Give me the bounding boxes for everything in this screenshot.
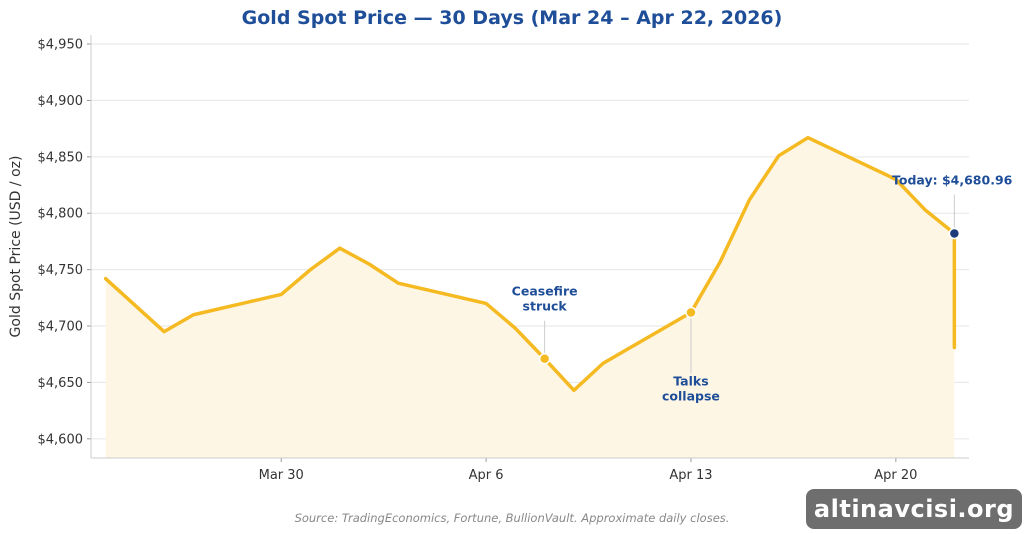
price-line xyxy=(103,135,957,393)
x-tick-label: Mar 30 xyxy=(259,468,304,483)
annotation-label: Talks xyxy=(673,373,708,388)
y-tick-label: $4,900 xyxy=(38,94,84,109)
annotation-label: struck xyxy=(523,299,568,314)
price-line-layer xyxy=(103,135,957,393)
annotation-marker xyxy=(538,352,551,365)
annotation-marker xyxy=(685,306,697,319)
y-tick-label: $4,950 xyxy=(38,38,84,53)
y-tick-label: $4,850 xyxy=(38,150,84,165)
y-axis-label: Gold Spot Price (USD / oz) xyxy=(8,156,24,338)
axes xyxy=(87,35,969,462)
chart-title: Gold Spot Price — 30 Days (Mar 24 – Apr … xyxy=(242,7,783,29)
annotation-label: Today: $4,680.96 xyxy=(892,173,1013,188)
y-tick-label: $4,750 xyxy=(38,263,84,278)
source-note: Source: TradingEconomics, Fortune, Bulli… xyxy=(295,511,730,525)
annotation-label: collapse xyxy=(662,388,720,403)
y-tick-label: $4,650 xyxy=(38,376,84,391)
y-tick-label: $4,700 xyxy=(38,320,84,335)
y-tick-label: $4,800 xyxy=(38,207,84,222)
x-tick-label: Apr 20 xyxy=(874,468,917,483)
x-tick-label: Apr 6 xyxy=(469,468,504,483)
x-tick-labels: Mar 30 Apr 6 Apr 13 Apr 20 xyxy=(259,468,918,483)
annotation-label: Ceasefire xyxy=(512,284,578,299)
annotation-marker xyxy=(948,227,961,240)
x-tick-label: Apr 13 xyxy=(669,468,712,483)
y-tick-label: $4,600 xyxy=(38,432,84,447)
y-tick-labels: $4,600 $4,650 $4,700 $4,750 $4,800 $4,850 $4,9… xyxy=(38,38,84,448)
watermark-logo: altinavcisi.org xyxy=(806,489,1022,529)
